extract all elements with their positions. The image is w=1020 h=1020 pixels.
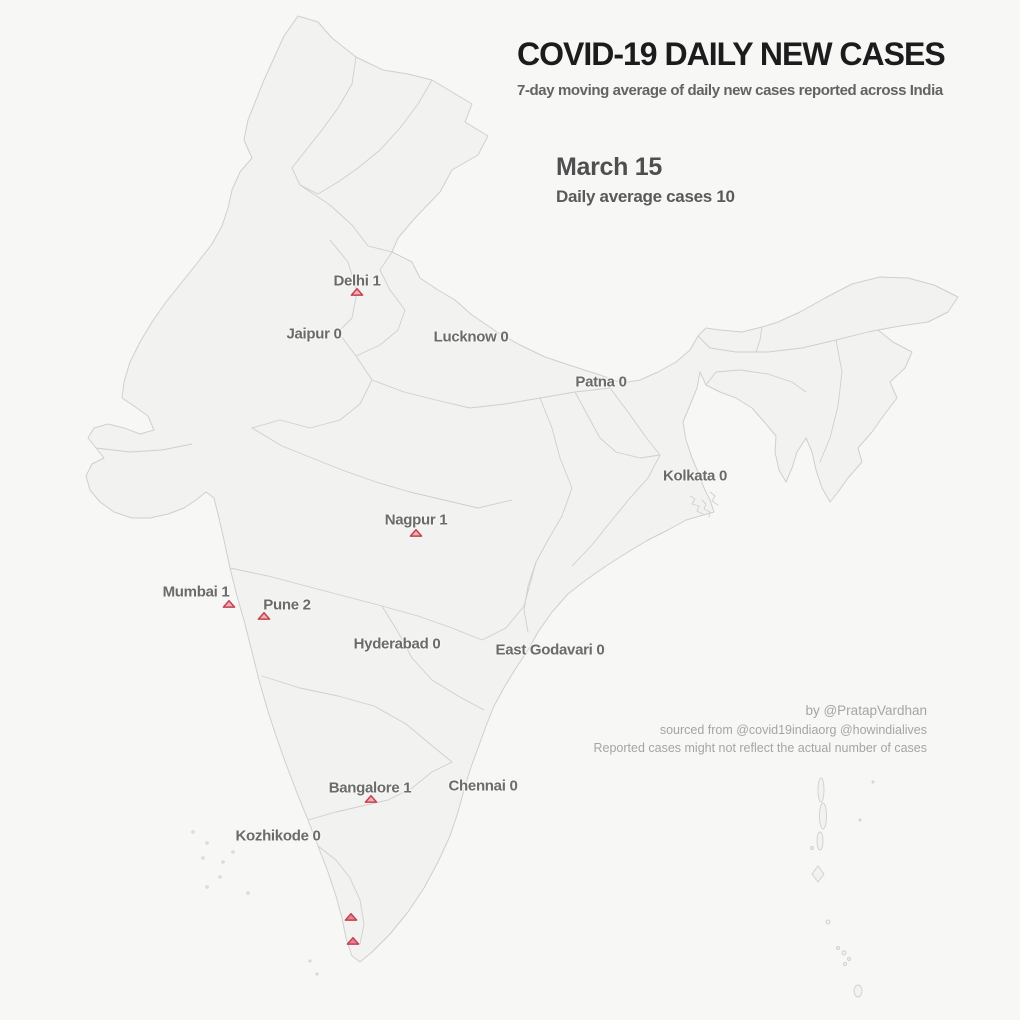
city-label-hyderabad: Hyderabad 0 <box>353 635 441 653</box>
case-marker-pune <box>257 611 271 621</box>
date-readout: March 15 Daily average cases 10 <box>556 153 735 207</box>
city-label-lucknow: Lucknow 0 <box>433 328 509 346</box>
case-marker-delhi <box>350 287 364 297</box>
city-label-east-godavari: East Godavari 0 <box>495 641 605 659</box>
case-marker <box>344 912 358 922</box>
city-label-bangalore: Bangalore 1 <box>328 779 412 797</box>
case-marker-nagpur <box>409 528 423 538</box>
case-marker <box>346 936 360 946</box>
state-boundaries <box>95 56 879 945</box>
author-byline: by @PratapVardhan <box>805 703 927 718</box>
page-subtitle: 7-day moving average of daily new cases … <box>517 81 943 99</box>
city-label-kozhikode: Kozhikode 0 <box>235 827 321 845</box>
page-title: COVID-19 DAILY NEW CASES <box>517 36 946 72</box>
lakshadweep-islands <box>191 830 319 976</box>
city-label-chennai: Chennai 0 <box>448 777 518 795</box>
city-label-nagpur: Nagpur 1 <box>384 511 448 529</box>
header: COVID-19 DAILY NEW CASES 7-day moving av… <box>517 36 946 99</box>
city-label-patna: Patna 0 <box>575 373 627 391</box>
current-date: March 15 <box>556 153 662 181</box>
city-label-jaipur: Jaipur 0 <box>286 325 342 343</box>
daily-average-cases: Daily average cases 10 <box>556 187 735 206</box>
data-disclaimer: Reported cases might not reflect the act… <box>593 740 927 755</box>
case-marker-mumbai <box>222 599 236 609</box>
case-marker-bangalore <box>364 794 378 804</box>
andaman-nicobar-islands <box>810 777 875 998</box>
credits: by @PratapVardhan sourced from @covid19i… <box>593 701 927 757</box>
data-source: sourced from @covid19indiaorg @howindial… <box>659 722 927 737</box>
india-outline <box>85 15 959 963</box>
city-label-pune: Pune 2 <box>263 596 311 614</box>
city-label-mumbai: Mumbai 1 <box>162 583 230 601</box>
city-label-delhi: Delhi 1 <box>333 272 381 290</box>
city-label-kolkata: Kolkata 0 <box>663 467 727 485</box>
